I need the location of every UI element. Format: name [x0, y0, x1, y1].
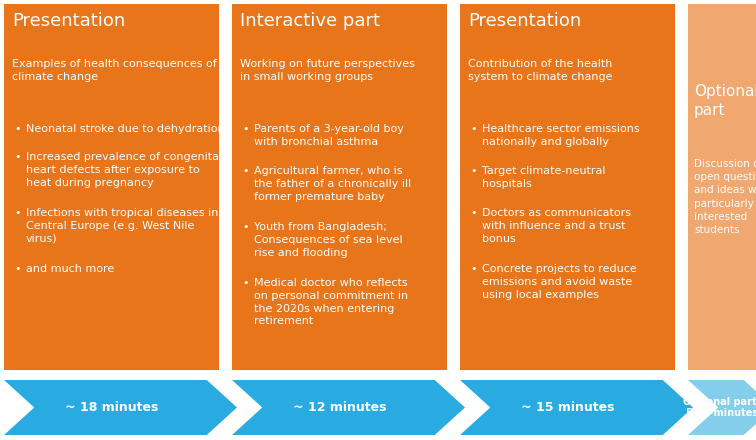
Text: •: • — [470, 264, 476, 274]
Text: •: • — [242, 278, 249, 288]
Polygon shape — [232, 380, 465, 435]
Text: Contribution of the health
system to climate change: Contribution of the health system to cli… — [468, 59, 612, 82]
Bar — [232, 4, 447, 370]
Text: Target climate-neutral
hospitals: Target climate-neutral hospitals — [482, 166, 606, 189]
Text: Discussion of
open questions
and ideas with
particularly
interested
students: Discussion of open questions and ideas w… — [694, 159, 756, 235]
Text: •: • — [242, 222, 249, 232]
Bar — [688, 4, 756, 370]
Text: Neonatal stroke due to dehydration: Neonatal stroke due to dehydration — [26, 124, 225, 134]
Text: Increased prevalence of congenital
heart defects after exposure to
heat during p: Increased prevalence of congenital heart… — [26, 152, 222, 187]
Bar — [4, 4, 219, 370]
Text: •: • — [14, 124, 20, 134]
Text: Medical doctor who reflects
on personal commitment in
the 2020s when entering
re: Medical doctor who reflects on personal … — [254, 278, 408, 326]
Polygon shape — [460, 380, 693, 435]
Text: Interactive part: Interactive part — [240, 12, 380, 30]
Text: •: • — [14, 152, 20, 162]
Text: •: • — [242, 166, 249, 176]
Text: Healthcare sector emissions
nationally and globally: Healthcare sector emissions nationally a… — [482, 124, 640, 147]
Polygon shape — [4, 380, 237, 435]
Text: •: • — [470, 208, 476, 218]
Text: Agricultural farmer, who is
the father of a chronically ill
former premature bab: Agricultural farmer, who is the father o… — [254, 166, 411, 202]
Text: Optional
part: Optional part — [694, 84, 756, 117]
Text: •: • — [14, 208, 20, 218]
Polygon shape — [688, 380, 756, 435]
Text: Youth from Bangladesh;
Consequences of sea level
rise and flooding: Youth from Bangladesh; Consequences of s… — [254, 222, 403, 257]
Bar — [460, 4, 675, 370]
Text: •: • — [470, 166, 476, 176]
Text: Working on future perspectives
in small working groups: Working on future perspectives in small … — [240, 59, 415, 82]
Text: Parents of a 3-year-old boy
with bronchial asthma: Parents of a 3-year-old boy with bronchi… — [254, 124, 404, 147]
Text: ~ 12 minutes: ~ 12 minutes — [293, 401, 386, 414]
Text: •: • — [470, 124, 476, 134]
Text: Optional part,
5-20 minutes: Optional part, 5-20 minutes — [683, 397, 756, 418]
Text: ~ 18 minutes: ~ 18 minutes — [65, 401, 158, 414]
Text: and much more: and much more — [26, 264, 114, 274]
Text: ~ 15 minutes: ~ 15 minutes — [521, 401, 614, 414]
Text: •: • — [14, 264, 20, 274]
Text: Doctors as communicators
with influence and a trust
bonus: Doctors as communicators with influence … — [482, 208, 631, 244]
Text: Concrete projects to reduce
emissions and avoid waste
using local examples: Concrete projects to reduce emissions an… — [482, 264, 637, 300]
Text: Infections with tropical diseases in
Central Europe (e.g. West Nile
virus): Infections with tropical diseases in Cen… — [26, 208, 218, 244]
Text: Presentation: Presentation — [468, 12, 581, 30]
Text: Presentation: Presentation — [12, 12, 125, 30]
Text: Examples of health consequences of
climate change: Examples of health consequences of clima… — [12, 59, 217, 82]
Text: •: • — [242, 124, 249, 134]
